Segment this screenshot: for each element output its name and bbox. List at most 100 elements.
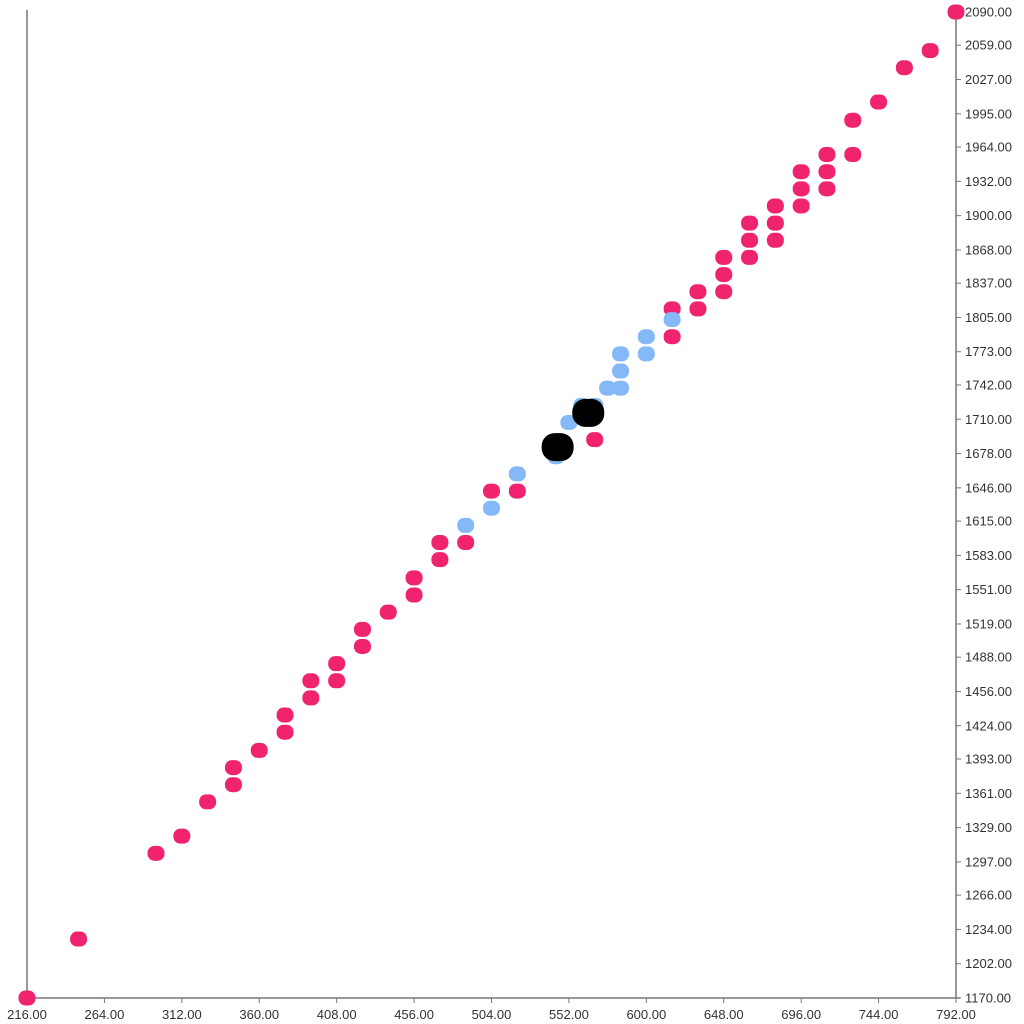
- data-point: [792, 198, 810, 214]
- data-point: [508, 483, 526, 499]
- data-point: [276, 707, 294, 723]
- data-point: [792, 181, 810, 197]
- data-point: [328, 656, 346, 672]
- x-tick-label: 216.00: [7, 1007, 47, 1022]
- y-tick-label: 1995.00: [965, 106, 1012, 121]
- y-tick-label: 1297.00: [965, 854, 1012, 869]
- data-point: [921, 43, 939, 59]
- data-point: [715, 267, 733, 283]
- data-point: [844, 112, 862, 128]
- x-tick-label: 312.00: [162, 1007, 202, 1022]
- data-point: [405, 570, 423, 586]
- series-0: [18, 4, 965, 1006]
- y-tick-label: 1805.00: [965, 310, 1012, 325]
- data-point: [431, 535, 449, 551]
- data-point: [224, 760, 242, 776]
- y-tick-label: 1773.00: [965, 344, 1012, 359]
- y-tick-label: 1583.00: [965, 548, 1012, 563]
- y-tick-label: 1900.00: [965, 208, 1012, 223]
- y-tick-label: 1710.00: [965, 412, 1012, 427]
- data-point: [328, 673, 346, 689]
- data-point: [457, 517, 475, 533]
- y-tick-label: 1868.00: [965, 242, 1012, 257]
- data-point: [173, 828, 191, 844]
- y-tick-label: 1964.00: [965, 140, 1012, 155]
- data-point: [302, 673, 320, 689]
- data-point: [586, 432, 604, 448]
- x-tick-label: 552.00: [549, 1007, 589, 1022]
- x-tick-label: 504.00: [472, 1007, 512, 1022]
- data-point: [715, 284, 733, 300]
- data-point: [612, 380, 630, 396]
- x-tick-label: 648.00: [704, 1007, 744, 1022]
- data-point: [637, 346, 655, 362]
- data-point: [560, 414, 578, 430]
- data-point: [508, 466, 526, 482]
- highlight-point: [541, 433, 574, 462]
- y-tick-label: 1932.00: [965, 174, 1012, 189]
- data-point: [302, 690, 320, 706]
- data-point: [353, 621, 371, 637]
- data-point: [766, 232, 784, 248]
- data-point: [250, 742, 268, 758]
- data-point: [147, 845, 165, 861]
- y-tick-label: 2059.00: [965, 38, 1012, 53]
- data-point: [741, 215, 759, 231]
- data-point: [792, 164, 810, 180]
- highlight-point: [572, 398, 605, 427]
- x-tick-label: 264.00: [85, 1007, 125, 1022]
- y-tick-label: 1488.00: [965, 650, 1012, 665]
- data-point: [947, 4, 965, 20]
- y-tick-label: 1551.00: [965, 582, 1012, 597]
- x-tick-label: 744.00: [859, 1007, 899, 1022]
- data-point: [70, 931, 88, 947]
- data-point: [353, 638, 371, 654]
- data-point: [715, 249, 733, 265]
- y-tick-label: 1202.00: [965, 956, 1012, 971]
- data-point: [766, 198, 784, 214]
- y-tick-label: 1615.00: [965, 514, 1012, 529]
- x-tick-label: 696.00: [781, 1007, 821, 1022]
- data-point: [599, 380, 617, 396]
- data-point: [379, 604, 397, 620]
- y-tick-label: 1266.00: [965, 888, 1012, 903]
- x-tick-label: 456.00: [394, 1007, 434, 1022]
- data-point: [483, 483, 500, 499]
- y-tick-label: 2027.00: [965, 72, 1012, 87]
- y-tick-label: 1837.00: [965, 276, 1012, 291]
- y-tick-label: 1424.00: [965, 718, 1012, 733]
- data-point: [741, 249, 759, 265]
- x-tick-label: 408.00: [317, 1007, 357, 1022]
- data-point: [870, 94, 888, 110]
- y-tick-label: 1329.00: [965, 820, 1012, 835]
- data-point: [663, 329, 681, 345]
- data-point: [431, 552, 449, 568]
- data-point: [663, 301, 681, 317]
- data-point: [895, 60, 913, 76]
- axes: 216.00 264.00 312.00 360.00 408.00 456.00 504.…: [7, 5, 1012, 1023]
- y-tick-label: 1234.00: [965, 922, 1012, 937]
- data-point: [663, 312, 681, 328]
- data-point: [405, 587, 423, 603]
- data-point: [612, 363, 630, 379]
- data-points: [18, 4, 965, 1006]
- data-point: [612, 346, 630, 362]
- x-tick-label: 600.00: [626, 1007, 666, 1022]
- data-point: [689, 301, 707, 317]
- data-point: [818, 181, 836, 197]
- x-tick-label: 792.00: [936, 1007, 976, 1022]
- data-point: [818, 164, 836, 180]
- x-tick-label: 360.00: [239, 1007, 279, 1022]
- y-tick-label: 1456.00: [965, 684, 1012, 699]
- data-point: [276, 724, 294, 740]
- data-point: [741, 232, 759, 248]
- series-1: [457, 312, 681, 533]
- data-point: [844, 147, 862, 163]
- y-tick-label: 1393.00: [965, 752, 1012, 767]
- data-point: [457, 535, 475, 551]
- data-point: [818, 147, 836, 163]
- data-point: [689, 284, 707, 300]
- data-point: [637, 329, 655, 345]
- y-tick-label: 1646.00: [965, 480, 1012, 495]
